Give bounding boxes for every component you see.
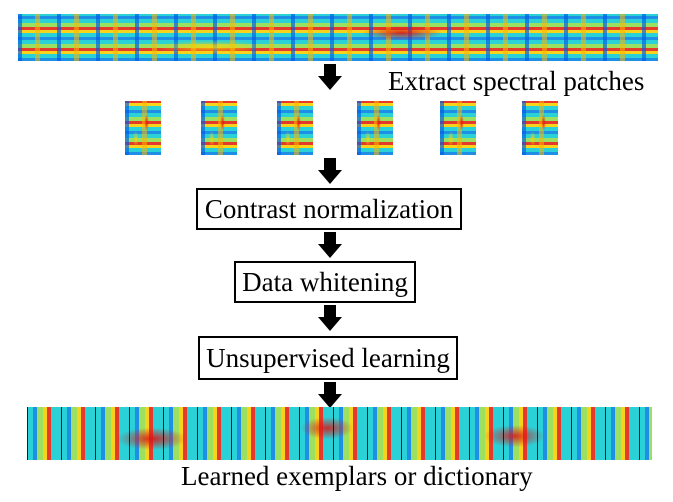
spectral-patch <box>522 101 558 155</box>
spectral-patch <box>277 101 313 155</box>
step-label: Unsupervised learning <box>206 342 450 373</box>
step-contrast-normalization: Contrast normalization <box>196 188 462 230</box>
learned-dictionary-image <box>27 407 652 460</box>
spectral-patch <box>201 101 237 155</box>
step-label: Data whitening <box>242 266 408 297</box>
step-label: Contrast normalization <box>204 193 454 224</box>
extract-patches-label: Extract spectral patches <box>388 66 645 96</box>
step-data-whitening: Data whitening <box>234 261 416 303</box>
spectral-patch <box>357 101 393 155</box>
spectral-patch <box>125 101 161 155</box>
input-spectrogram <box>18 14 658 61</box>
step-unsupervised-learning: Unsupervised learning <box>198 336 458 380</box>
output-label: Learned exemplars or dictionary <box>181 461 533 491</box>
spectral-patch <box>440 101 476 155</box>
